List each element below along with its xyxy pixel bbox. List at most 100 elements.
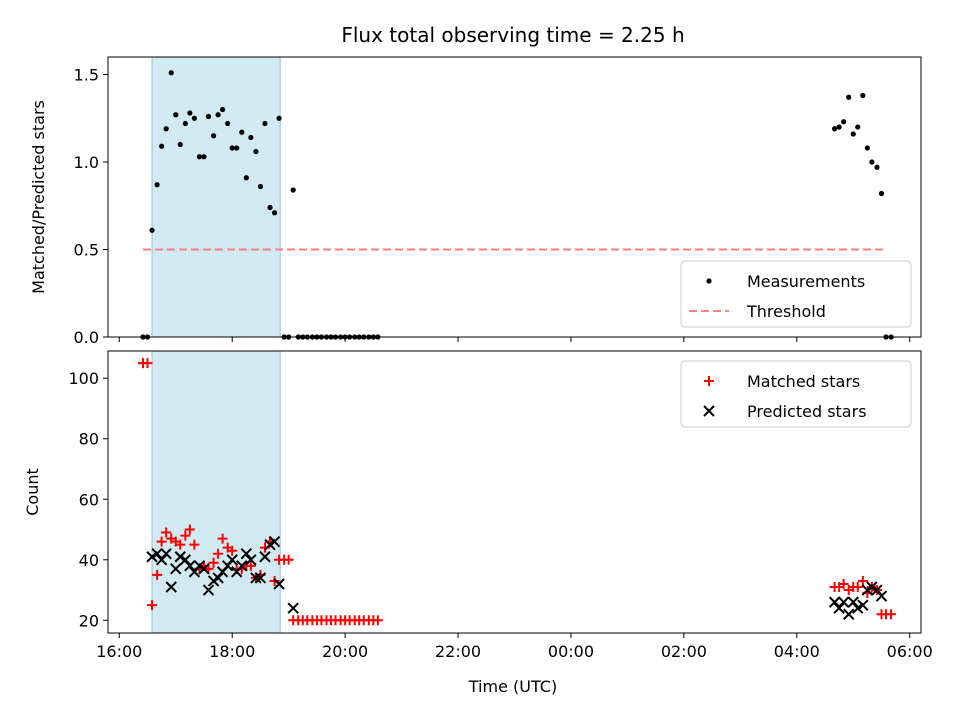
matched-star-point [175,539,186,550]
measurement-point [234,145,240,151]
measurement-point [173,112,179,118]
measurement-point [220,106,226,113]
legend: Matched stars Predicted stars [680,360,912,428]
matched-star-point [147,600,158,611]
matched-star-point [217,533,228,544]
measurement-point [290,187,296,193]
measurement-point [159,143,165,149]
measurement-point [874,164,880,170]
measurement-point [836,124,842,130]
predicted-star-point [170,563,182,575]
measurement-point [248,134,254,141]
y-axis-label: Matched/Predicted stars [29,100,48,294]
measurement-point [271,210,278,216]
predicted-star-point [165,581,177,593]
measurement-point [225,120,231,127]
measurement-point [163,126,169,132]
predicted-star-point [857,599,869,611]
x-tick-label: 04:00 [774,642,820,661]
x-tick-label: 16:00 [96,642,142,661]
measurement-point [869,159,875,165]
x-tick-label: 22:00 [435,642,481,661]
predicted-star-point [847,596,859,608]
measurement-point [191,115,197,121]
predicted-star-point [843,608,855,620]
predicted-star-point [184,560,196,572]
y-tick-label: 0.5 [74,241,99,260]
predicted-star-point [240,548,253,560]
bottom-panel: 20 40 60 80 100 16:00 18:00 20:00 22:00 00:00 02:0… [23,350,933,661]
x-tick-label: 02:00 [661,642,707,661]
top-panel: 0.0 0.5 1.0 1.5 Matched/Predicted stars Measu… [29,56,922,347]
matched-star-point [156,536,167,547]
matched-star-point [208,557,219,568]
y-tick-label: 60 [79,490,99,509]
figure-title: Flux total observing time = 2.25 h [341,23,684,47]
predicted-star-point [273,578,285,590]
measurement-point [864,145,870,151]
measurement-point [187,110,193,116]
y-axis-label: Count [23,468,42,516]
y-tick-label: 0.0 [74,328,99,347]
axes-frame [107,350,922,634]
y-tick-label: 1.5 [74,66,99,85]
predicted-star-point [245,554,257,566]
measurement-point [267,204,273,211]
predicted-star-point [833,602,845,614]
predicted-star-point [160,548,172,560]
matched-star-point [189,539,200,550]
legend-label: Matched stars [747,372,860,391]
measurement-point [841,119,847,125]
measurement-point [855,124,861,130]
predicted-star-point [179,554,192,566]
predicted-star-point [837,596,850,608]
legend-label: Threshold [746,302,826,321]
predicted-star-point [828,596,841,608]
y-tick-label: 1.0 [74,153,99,172]
measurement-point [201,154,207,160]
predicted-star-point [226,554,238,566]
predicted-star-point [155,554,168,566]
matched-star-point [283,554,294,565]
measurement-point [846,94,852,100]
measurement-point [243,175,249,181]
matched-star-point [245,560,256,571]
legend-box [680,360,912,428]
predicted-star-point [866,581,878,593]
measurement-point [878,190,885,197]
matched-star-point [372,615,383,626]
matched-star-point [184,524,195,535]
matched-star-point [852,582,863,593]
predicted-star-point [151,548,163,560]
predicted-star-point [268,535,281,548]
x-axis-label: Time (UTC) [468,677,557,696]
predicted-star-point [146,551,158,563]
measurement-point [182,120,188,127]
legend-marker-cross [703,405,715,417]
predicted-star-point [871,584,883,596]
matched-star-point [227,545,238,556]
measurement-point [257,183,264,190]
shaded-region [151,56,281,338]
measurement-point [239,129,245,135]
measurement-point [149,227,155,233]
predicted-star-point [221,560,234,572]
measurement-point [154,182,160,188]
predicted-star-point [875,590,888,602]
axes-frame [107,56,922,338]
measurement-point [210,133,217,139]
x-tick-label: 18:00 [209,642,255,661]
predicted-star-point [198,563,210,575]
predicted-star-point [287,602,299,614]
legend: Measurements Threshold [680,260,912,328]
y-tick-label: 80 [79,430,99,449]
matched-star-point [857,575,868,586]
measurement-point [850,131,856,137]
y-tick-label: 40 [79,551,99,570]
matched-star-point [886,609,897,620]
predicted-star-point [174,551,186,563]
predicted-star-point [202,584,215,596]
matched-star-point [213,548,224,559]
y-tick-label: 20 [79,611,99,630]
predicted-star-point [212,572,224,584]
